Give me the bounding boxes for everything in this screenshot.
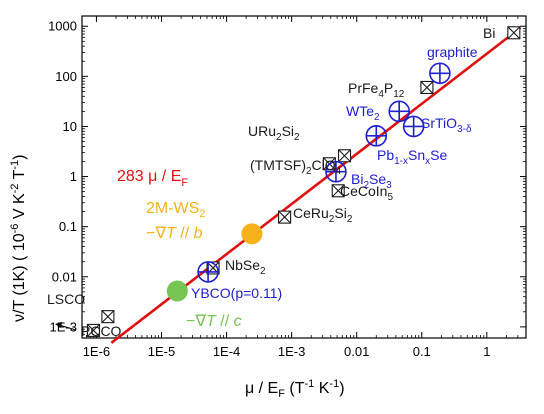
label-cecoin: CeCoIn5 <box>340 183 393 203</box>
point-pb1-xsnxse <box>365 125 388 147</box>
label-uru: URu2Si2 <box>248 123 300 143</box>
label-graphite: graphite <box>427 44 478 60</box>
label-bi: Bi <box>483 25 495 41</box>
x-tick-label: 1E-4 <box>213 344 240 359</box>
axis-ticks: 1E-6 1E-5 1E-4 1E-3 0.01 0.1 1 1E-3 0.01 0.1 1 10 10… <box>48 16 527 359</box>
point-wte2 <box>388 100 410 123</box>
label-nbse: NbSe2 <box>225 257 266 277</box>
x-tick-label: 0.01 <box>344 344 369 359</box>
data-points <box>86 26 521 337</box>
label-pcco: PCCO <box>81 323 122 339</box>
y-axis-title: ν/T (1K) ( 10-6 V K-2 T-1) <box>9 155 28 322</box>
point-lsco <box>101 310 115 324</box>
fit-line-label: 283 μ / EF <box>117 168 188 189</box>
point-cecoin5 <box>331 184 345 198</box>
point--tmtsf-2clo4 <box>337 149 352 163</box>
x-tick-label: 0.1 <box>413 344 431 359</box>
pcco-arrow <box>55 322 77 331</box>
label-bise: Bi2Se3 <box>351 171 392 191</box>
y-tick-label: 1000 <box>48 19 77 34</box>
label-ceru: CeRu2Si2 <box>293 205 353 225</box>
y-tick-label: 0.01 <box>52 269 77 284</box>
point-2m-ws2-c <box>166 280 188 302</box>
x-axis-title: μ / EF (T-1 K-1) <box>245 378 345 400</box>
x-tick-label: 1E-3 <box>278 344 305 359</box>
point-bi <box>507 26 521 40</box>
x-tick-label: 1E-5 <box>148 344 175 359</box>
point-labels: Bi PrFe4P12 (TMTSF)2ClO4 URu2Si2 CeCoIn5CeRu… <box>47 25 495 339</box>
label-srtio: SrTiO3-δ <box>421 115 472 135</box>
point-prfe4p12 <box>420 80 434 95</box>
label-ws2: 2M-WS2 <box>146 200 205 220</box>
y-tick-label: 0.1 <box>59 219 77 234</box>
label-wte: WTe2 <box>346 103 380 123</box>
point-2m-ws2 <box>241 223 263 245</box>
point-ceru2si2 <box>278 210 292 224</box>
x-tick-label: 1E-6 <box>83 344 110 359</box>
label-ybco: YBCO(p=0.11) <box>191 285 282 301</box>
y-tick-label: 1 <box>70 169 77 184</box>
y-tick-label: 100 <box>55 69 77 84</box>
point-graphite <box>429 62 451 85</box>
label-ws2c: −∇T // c <box>186 313 242 330</box>
y-tick-label: 10 <box>63 119 77 134</box>
point-ybco-p-0-11 <box>197 261 219 283</box>
label-tmtsf: (TMTSF)2ClO4 <box>250 157 342 177</box>
point-srtio3 <box>402 115 425 138</box>
x-tick-label: 1 <box>483 344 490 359</box>
label-prfe: PrFe4P12 <box>348 80 405 100</box>
y-tick-label: 1E-3 <box>50 319 77 334</box>
label-pbsnse: Pb1-xSnxSe <box>377 147 447 167</box>
label-lsco: LSCO <box>47 291 85 307</box>
label-ws2b: −∇T // b <box>146 225 203 242</box>
point-pcco <box>86 323 101 337</box>
point-bi2se3 <box>325 160 347 183</box>
